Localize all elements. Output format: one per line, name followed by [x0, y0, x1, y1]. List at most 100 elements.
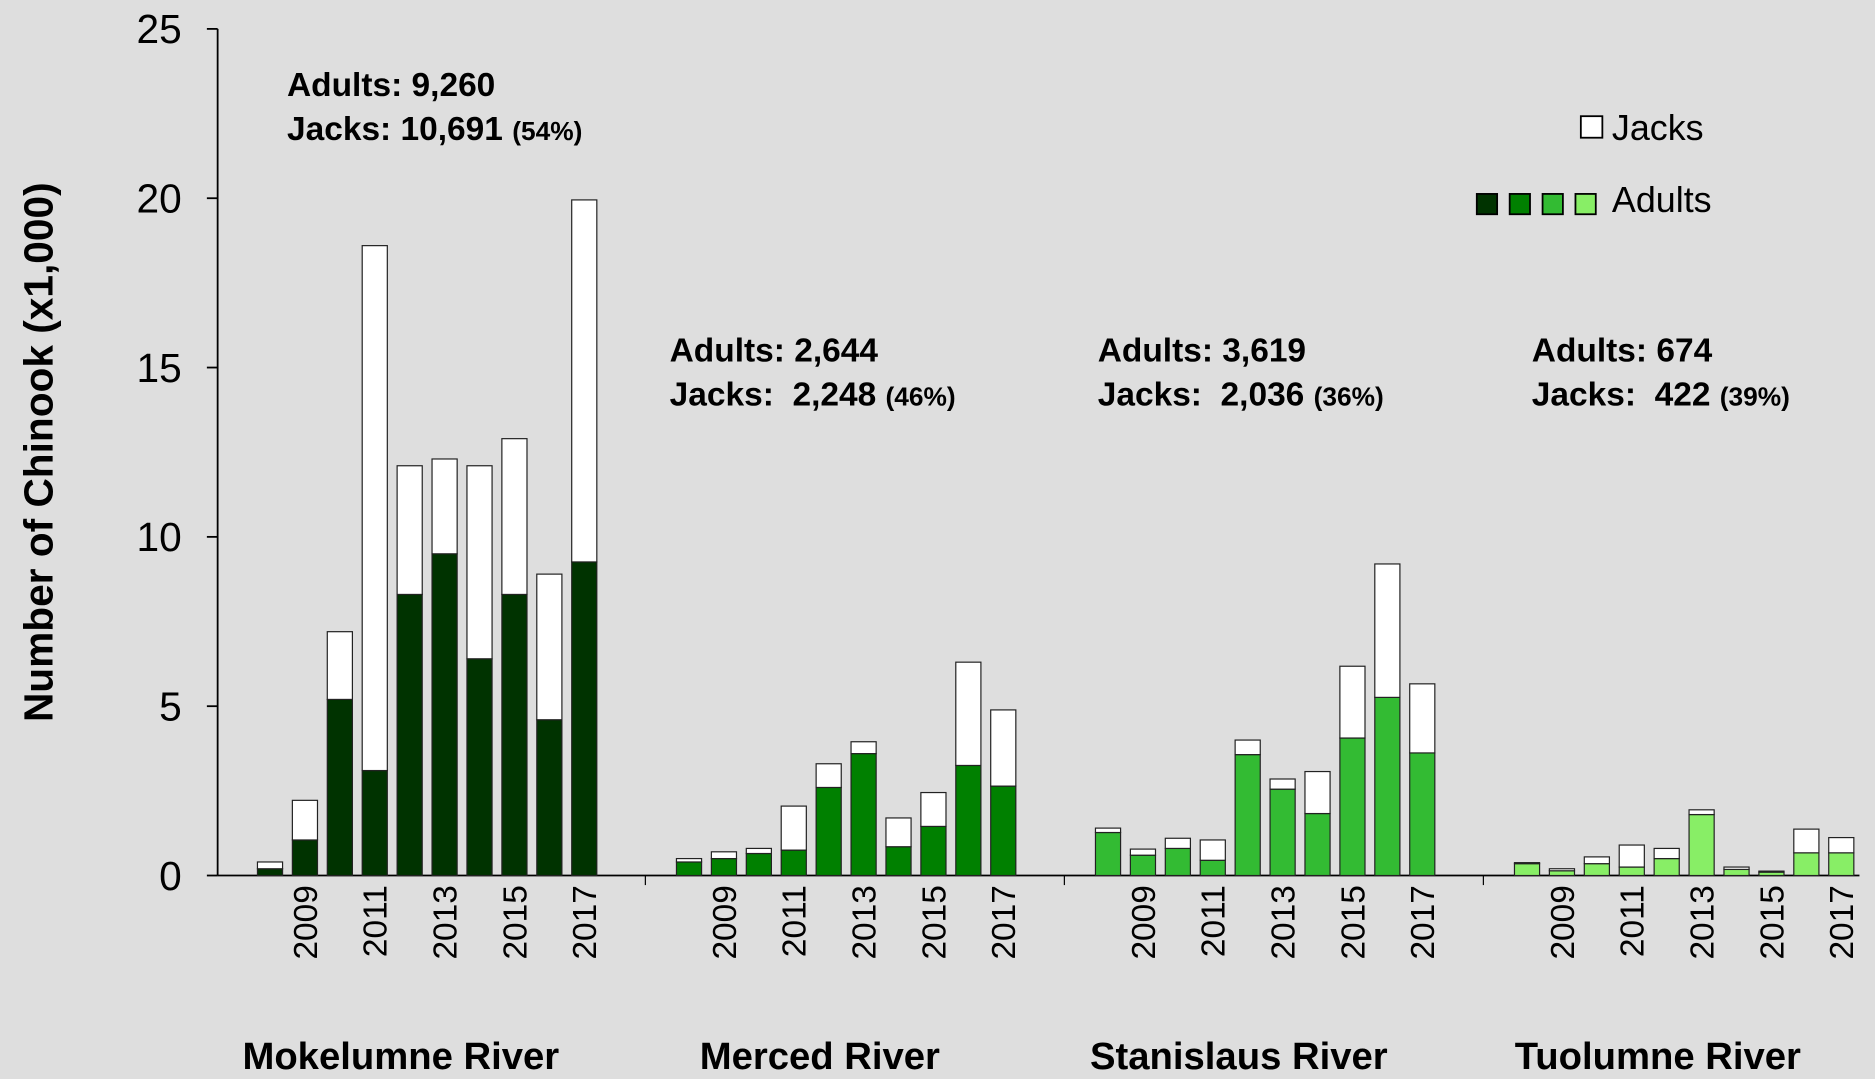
annotation-jacks-count: Jacks: 422 — [1532, 377, 1711, 414]
bar-segment — [326, 698, 353, 877]
annotation-jacks: Jacks: 422 (39%) — [1532, 377, 1790, 414]
annotation-adults: Adults: 9,260 — [287, 67, 495, 104]
bar-segment — [291, 839, 319, 877]
bar-segment — [920, 791, 947, 828]
legend-swatch — [1541, 193, 1564, 216]
bar-segment — [1094, 827, 1122, 834]
bar-segment — [256, 861, 284, 870]
bar-segment — [291, 799, 319, 841]
bar-segment — [1234, 754, 1261, 877]
bar-segment — [815, 763, 842, 789]
annotation-adults: Adults: 674 — [1532, 332, 1713, 369]
bar-segment — [1409, 752, 1436, 877]
x-tick-label: 2011 — [1615, 885, 1652, 957]
annotation-jacks: Jacks: 2,036 (36%) — [1098, 377, 1384, 414]
legend-swatch — [1508, 193, 1531, 216]
bar-segment — [955, 764, 982, 877]
bar-segment — [745, 847, 773, 855]
x-tick-label: 2013 — [1266, 885, 1303, 959]
bar-segment — [920, 825, 947, 877]
bar-segment — [885, 846, 912, 877]
bar-segment — [1583, 863, 1611, 877]
bar-segment — [780, 805, 807, 851]
x-tick-label: 2009 — [707, 885, 744, 959]
bar-segment — [361, 769, 388, 877]
x-tick-label: 2011 — [358, 885, 395, 957]
x-tick-label: 2015 — [916, 885, 953, 959]
bar-segment — [1688, 813, 1715, 877]
bar-segment — [431, 553, 458, 877]
bar-segment — [675, 861, 703, 877]
bar-segment — [466, 658, 493, 877]
bar-segment — [1653, 847, 1680, 860]
bar-segment — [396, 465, 423, 596]
x-tick-label: 2015 — [1754, 885, 1791, 959]
annotation-jacks: Jacks: 10,691 (54%) — [287, 111, 582, 148]
y-tick-label: 5 — [159, 684, 182, 730]
bar-segment — [1304, 770, 1331, 815]
bar-segment — [850, 753, 877, 877]
bar-segment — [1688, 809, 1715, 816]
bar-segment — [1164, 847, 1192, 877]
group-label: Mokelumne River — [242, 1035, 559, 1078]
x-tick-label: 2013 — [1685, 885, 1722, 959]
annotation-jacks: Jacks: 2,248 (46%) — [670, 377, 956, 414]
bar-segment — [1269, 778, 1296, 790]
bar-segment — [1548, 868, 1576, 872]
bar-segment — [501, 593, 528, 877]
bar-segment — [1339, 737, 1366, 877]
group-label: Merced River — [700, 1035, 940, 1078]
x-tick-label: 2011 — [777, 885, 814, 957]
bar-segment — [1199, 859, 1226, 877]
annotation-jacks-share: (36%) — [1314, 382, 1384, 412]
y-tick-label: 20 — [137, 176, 182, 222]
x-tick-label: 2009 — [1126, 885, 1163, 959]
bar-segment — [1548, 870, 1576, 877]
bar-segment — [1199, 839, 1226, 861]
y-tick-label: 25 — [137, 6, 182, 52]
bar-segment — [1304, 812, 1331, 877]
bar-segment — [466, 465, 493, 660]
bar-segment — [1583, 856, 1611, 865]
bar-segment — [1234, 739, 1261, 756]
bar-segment — [675, 857, 703, 863]
bar-segment — [815, 786, 842, 877]
x-tick-label: 2011 — [1196, 885, 1233, 957]
annotation-adults: Adults: 3,619 — [1098, 332, 1306, 369]
x-tick-label: 2015 — [497, 885, 534, 959]
bar-segment — [1094, 831, 1122, 877]
bar-segment — [1723, 866, 1750, 871]
bar-segment — [990, 785, 1017, 877]
bar-segment — [1618, 844, 1645, 868]
x-tick-label: 2013 — [847, 885, 884, 959]
bar-segment — [536, 719, 563, 877]
bar-segment — [1129, 848, 1157, 856]
bar-segment — [1269, 788, 1296, 877]
annotation-adults: Adults: 2,644 — [670, 332, 879, 369]
bar-segment — [1129, 854, 1157, 877]
annotation-jacks-count: Jacks: 2,248 — [670, 377, 877, 414]
x-tick-label: 2015 — [1335, 885, 1372, 959]
x-tick-label: 2009 — [1545, 885, 1582, 959]
bar-segment — [710, 857, 738, 877]
bar-segment — [990, 709, 1017, 787]
y-tick-label: 15 — [137, 345, 182, 391]
bar-segment — [536, 573, 563, 721]
legend-label: Adults — [1612, 180, 1712, 220]
bar-segment — [1758, 870, 1785, 873]
annotation-jacks-share: (39%) — [1720, 382, 1790, 412]
bar-segment — [1409, 683, 1436, 754]
bar-segment — [745, 852, 773, 877]
bar-segment — [1339, 665, 1366, 739]
legend-swatch — [1579, 115, 1604, 139]
bar-segment — [1618, 866, 1645, 877]
x-tick-label: 2017 — [1405, 885, 1442, 959]
bar-segment — [1723, 868, 1750, 877]
bar-segment — [780, 849, 807, 877]
x-tick-label: 2013 — [428, 885, 465, 959]
bar-segment — [1828, 852, 1855, 877]
bar-segment — [850, 741, 877, 755]
bar-segment — [571, 561, 598, 877]
x-tick-label: 2017 — [1824, 885, 1861, 959]
bar-segment — [571, 199, 598, 563]
